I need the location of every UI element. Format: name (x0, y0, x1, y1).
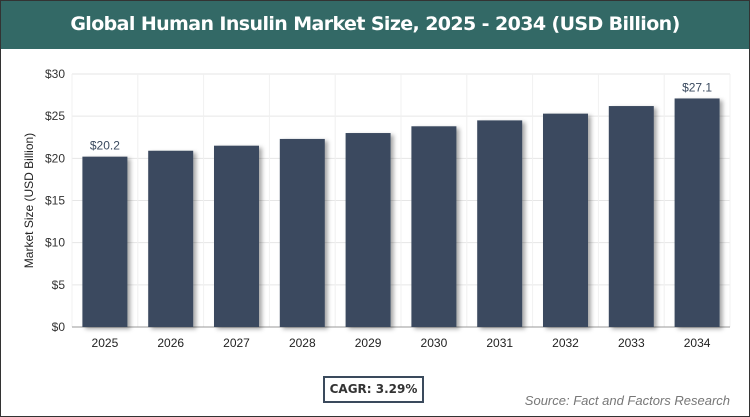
bar-2033 (608, 106, 654, 328)
cagr-badge: CAGR: 3.29% (323, 376, 424, 403)
bar-2032 (543, 113, 588, 328)
x-tick-label: 2033 (618, 336, 645, 350)
bar-2025 (82, 156, 128, 327)
x-tick-label: 2031 (486, 336, 513, 350)
chart-title: Global Human Insulin Market Size, 2025 -… (1, 1, 749, 49)
y-tick-label: $0 (52, 320, 66, 334)
bar-2030 (411, 126, 457, 327)
x-tick-label: 2025 (92, 336, 119, 350)
bar-2028 (279, 138, 325, 327)
x-tick-label: 2034 (684, 336, 711, 350)
x-tick-label: 2030 (421, 336, 448, 350)
y-axis-title: Market Size (USD Billion) (22, 133, 36, 268)
source-note: Source: Fact and Factors Research (524, 393, 730, 408)
x-tick-label: 2029 (355, 336, 382, 350)
bar-2029 (345, 133, 391, 327)
data-label-2025: $20.2 (90, 139, 120, 153)
bar-2034 (674, 98, 720, 327)
y-tick-label: $30 (45, 67, 65, 81)
data-label-2034: $27.1 (682, 80, 712, 94)
y-tick-label: $15 (45, 194, 65, 208)
bar-2026 (148, 150, 194, 327)
y-tick-label: $10 (45, 236, 65, 250)
x-tick-label: 2027 (223, 336, 250, 350)
x-tick-label: 2032 (552, 336, 579, 350)
y-tick-label: $25 (45, 109, 65, 123)
y-tick-label: $20 (45, 151, 65, 165)
bar-2027 (214, 145, 259, 327)
bar-2031 (477, 120, 523, 327)
x-tick-label: 2026 (157, 336, 184, 350)
x-tick-label: 2028 (289, 336, 316, 350)
y-tick-label: $5 (52, 278, 66, 292)
